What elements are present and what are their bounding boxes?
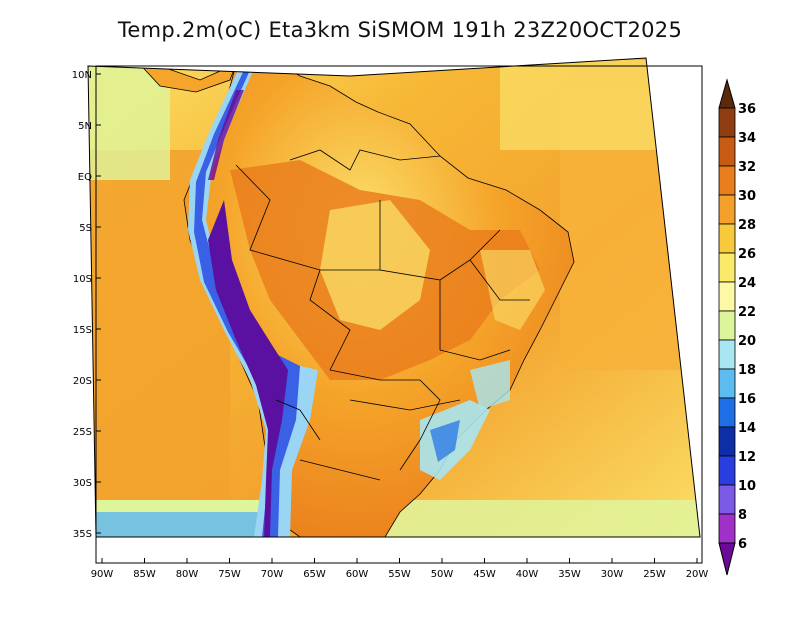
lat-label: 5N [78, 121, 92, 132]
colorbar-segment [718, 281, 736, 312]
colorbar-segment [718, 397, 736, 428]
lon-label: 30W [601, 569, 624, 580]
mild-northeast [480, 250, 545, 330]
colorbar-label: 36 [738, 102, 756, 117]
colorbar-segment [718, 484, 736, 515]
lat-label: EQ [78, 172, 92, 183]
colorbar-label: 24 [738, 276, 756, 291]
colorbar-label: 14 [738, 421, 756, 436]
latitude-axis: 10N 5N EQ 5S 10S 15S 20S 25S 30S 35S [72, 70, 101, 540]
mild-central [320, 200, 430, 330]
colorbar-segment [718, 513, 736, 544]
colorbar-label: 10 [738, 479, 756, 494]
lon-label: 80W [176, 569, 199, 580]
lon-label: 85W [133, 569, 156, 580]
lat-label: 25S [73, 427, 92, 438]
colorbar-segment [718, 165, 736, 196]
ocean-southeast-cool [380, 500, 700, 537]
colorbar-segment [718, 310, 736, 341]
ocean-northeast-field [500, 60, 700, 150]
colorbar-label: 16 [738, 392, 756, 407]
lon-label: 70W [261, 569, 284, 580]
colorbar-segment [718, 368, 736, 399]
colorbar-label: 26 [738, 247, 756, 262]
colorbar-segment [718, 252, 736, 283]
lon-label: 75W [218, 569, 241, 580]
colorbar-label: 6 [738, 537, 747, 552]
lon-label: 65W [303, 569, 326, 580]
lat-label: 15S [73, 325, 92, 336]
colorbar-label: 34 [738, 131, 756, 146]
lon-label: 25W [643, 569, 666, 580]
south-brazil-cold [430, 420, 460, 462]
lon-label: 40W [516, 569, 539, 580]
colorbar-segment [718, 426, 736, 457]
colorbar-bottom-arrow [718, 542, 736, 576]
field-layer [88, 58, 700, 537]
lat-label: 10N [72, 70, 92, 81]
longitude-axis: 90W 85W 80W 75W 70W 65W 60W 55W 50W 45W 40W 35W 30W 2… [91, 558, 709, 580]
colorbar-segment [718, 223, 736, 254]
lon-label: 60W [346, 569, 369, 580]
colorbar-segment [718, 136, 736, 167]
colorbar-top-arrow [718, 78, 736, 109]
colorbar-label: 12 [738, 450, 756, 465]
political-borders [235, 149, 530, 481]
map-frame [87, 57, 701, 538]
ocean-southwest-cold [88, 512, 260, 537]
colorbar-segment [718, 194, 736, 225]
andes-cold-north [208, 90, 244, 180]
colorbar-label: 8 [738, 508, 747, 523]
colorbar-segment [718, 339, 736, 370]
lon-label: 35W [558, 569, 581, 580]
colorbar-label: 30 [738, 189, 756, 204]
southeast-cool [470, 360, 510, 410]
lon-label: 50W [431, 569, 454, 580]
andes-cold [208, 200, 288, 537]
lon-label: 45W [473, 569, 496, 580]
colorbar-label: 32 [738, 160, 756, 175]
colorbar-segment [718, 107, 736, 138]
lon-label: 55W [388, 569, 411, 580]
colorbar: 36 34 32 30 28 26 24 22 20 18 16 14 12 10 8 6 [718, 78, 756, 576]
colorbar-label: 28 [738, 218, 756, 233]
lat-label: 20S [73, 376, 92, 387]
colorbar-label: 22 [738, 305, 756, 320]
lat-label: 5S [79, 223, 92, 234]
lon-label: 90W [91, 569, 114, 580]
lat-label: 10S [73, 274, 92, 285]
lat-label: 35S [73, 529, 92, 540]
lon-label: 20W [686, 569, 709, 580]
lat-label: 30S [73, 478, 92, 489]
colorbar-segment [718, 455, 736, 486]
map-title: Temp.2m(oC) Eta3km SiSMOM 191h 23Z20OCT2… [117, 18, 683, 42]
colorbar-label: 18 [738, 363, 756, 378]
colorbar-label: 20 [738, 334, 756, 349]
